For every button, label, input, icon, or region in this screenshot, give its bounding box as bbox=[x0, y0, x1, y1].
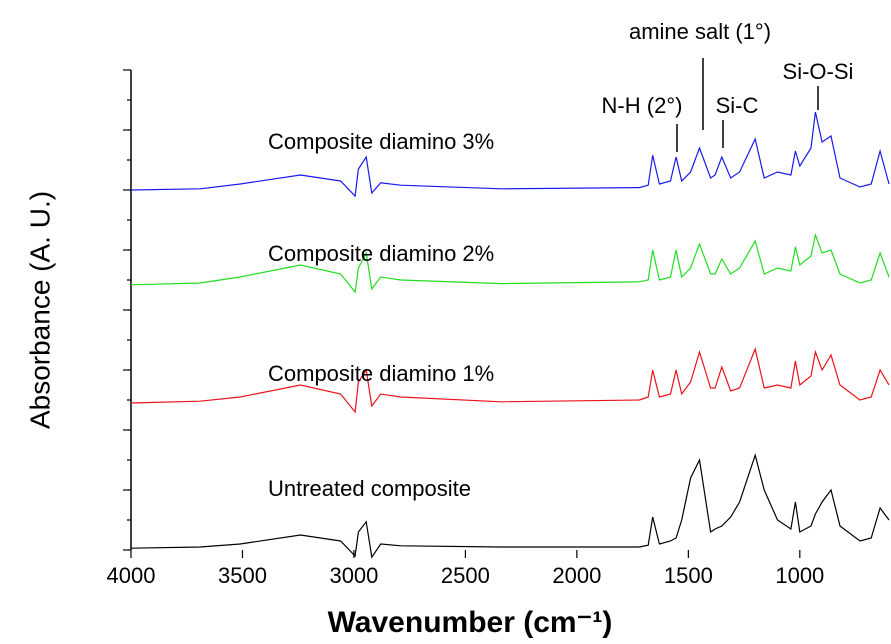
x-axis-title: Wavenumber (cm⁻¹) bbox=[328, 606, 613, 639]
peak-annotation: N-H (2°) bbox=[602, 93, 683, 118]
peak-annotation: amine salt (1°) bbox=[629, 19, 771, 44]
series-label: Composite diamino 1% bbox=[268, 361, 494, 386]
spectrum-line bbox=[131, 235, 889, 292]
series-label: Composite diamino 2% bbox=[268, 241, 494, 266]
peak-annotation: Si-O-Si bbox=[783, 59, 854, 84]
y-axis-title: Absorbance (A. U.) bbox=[24, 191, 55, 429]
spectrum-line bbox=[131, 112, 889, 196]
series-label: Untreated composite bbox=[268, 476, 471, 501]
spectrum-line bbox=[131, 349, 889, 412]
x-tick-label: 1000 bbox=[775, 563, 824, 588]
spectrum-line bbox=[131, 455, 889, 557]
x-tick-label: 3500 bbox=[218, 563, 267, 588]
x-tick-label: 3000 bbox=[329, 563, 378, 588]
series-label: Composite diamino 3% bbox=[268, 129, 494, 154]
x-tick-label: 1500 bbox=[664, 563, 713, 588]
x-tick-label: 2000 bbox=[552, 563, 601, 588]
x-tick-label: 4000 bbox=[107, 563, 156, 588]
chart: Absorbance (A. U.) Wavenumber (cm⁻¹) 400… bbox=[0, 0, 891, 644]
peak-annotation: Si-C bbox=[716, 93, 759, 118]
x-tick-label: 2500 bbox=[441, 563, 490, 588]
